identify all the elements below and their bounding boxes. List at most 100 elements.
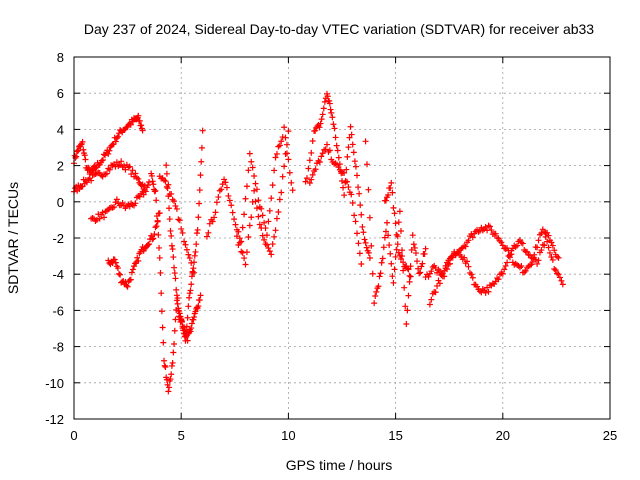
data-point — [103, 170, 110, 177]
data-point — [116, 270, 123, 277]
data-point — [188, 325, 195, 332]
data-point — [239, 249, 246, 256]
data-point — [271, 167, 278, 174]
data-point — [394, 241, 401, 248]
data-point — [400, 259, 407, 266]
data-point — [127, 276, 134, 283]
data-point — [365, 186, 372, 193]
data-point — [306, 180, 313, 187]
series-track-e — [148, 127, 206, 395]
data-point — [168, 190, 175, 197]
data-point — [414, 258, 421, 265]
data-point — [406, 278, 413, 285]
data-point — [316, 158, 323, 165]
data-point — [286, 169, 293, 176]
data-point — [556, 274, 563, 281]
data-point — [165, 181, 172, 188]
data-point — [282, 150, 289, 157]
data-point — [482, 289, 489, 296]
data-point — [318, 116, 325, 123]
data-point — [188, 281, 195, 288]
data-point — [356, 190, 363, 197]
data-point — [248, 158, 255, 165]
data-point — [158, 308, 165, 315]
data-point — [279, 173, 286, 180]
data-point — [176, 217, 183, 224]
data-point — [238, 248, 245, 255]
data-point — [212, 209, 219, 216]
data-point — [181, 324, 188, 331]
data-point — [545, 244, 552, 251]
data-point — [146, 241, 153, 248]
data-point — [171, 198, 178, 205]
data-point — [333, 142, 340, 149]
data-point — [469, 274, 476, 281]
data-point — [203, 233, 210, 240]
series-track-n — [422, 233, 566, 296]
data-point — [132, 200, 139, 207]
data-point — [252, 180, 259, 187]
data-point — [218, 186, 225, 193]
data-point — [159, 324, 166, 331]
data-point — [155, 231, 162, 238]
data-point — [390, 204, 397, 211]
data-point — [187, 328, 194, 335]
data-point — [522, 267, 529, 274]
data-point — [386, 242, 393, 249]
data-point — [555, 254, 562, 261]
data-point — [182, 241, 189, 248]
data-point — [308, 176, 315, 183]
data-point — [485, 288, 492, 295]
data-point — [144, 182, 151, 189]
data-point — [321, 98, 328, 105]
data-point — [442, 262, 449, 269]
data-point — [428, 296, 435, 303]
data-point — [389, 189, 396, 196]
data-point — [160, 339, 167, 346]
data-point — [213, 199, 220, 206]
data-point — [372, 293, 379, 300]
data-point — [188, 259, 195, 266]
data-point — [88, 177, 95, 184]
data-point — [389, 273, 396, 280]
data-point — [391, 266, 398, 273]
data-point — [148, 172, 155, 179]
x-tick-label: 20 — [496, 428, 510, 443]
data-point — [272, 227, 279, 234]
data-point — [140, 191, 147, 198]
data-point — [92, 165, 99, 172]
data-point — [428, 268, 435, 275]
data-point — [241, 255, 248, 262]
data-point — [241, 211, 248, 218]
data-point — [309, 171, 316, 178]
data-point — [434, 282, 441, 289]
data-point — [387, 184, 394, 191]
y-tick-label: 2 — [57, 159, 64, 174]
data-point — [253, 205, 260, 212]
data-point — [303, 175, 310, 182]
data-point — [281, 163, 288, 170]
data-point — [380, 244, 387, 251]
data-point — [112, 138, 119, 145]
data-point — [121, 162, 128, 169]
data-point — [128, 269, 135, 276]
data-point — [181, 327, 188, 334]
data-point — [305, 165, 312, 172]
data-point — [136, 117, 143, 124]
data-point — [75, 147, 82, 154]
data-point — [309, 137, 316, 144]
data-point — [466, 269, 473, 276]
data-point — [415, 265, 422, 272]
data-point — [186, 290, 193, 297]
data-point — [178, 318, 185, 325]
data-point — [266, 207, 273, 214]
data-point — [129, 167, 136, 174]
data-point — [349, 141, 356, 148]
data-point — [168, 242, 175, 249]
data-point — [352, 163, 359, 170]
y-tick-label: -2 — [52, 231, 64, 246]
data-point — [157, 269, 164, 276]
data-point — [346, 134, 353, 141]
data-point — [168, 371, 175, 378]
